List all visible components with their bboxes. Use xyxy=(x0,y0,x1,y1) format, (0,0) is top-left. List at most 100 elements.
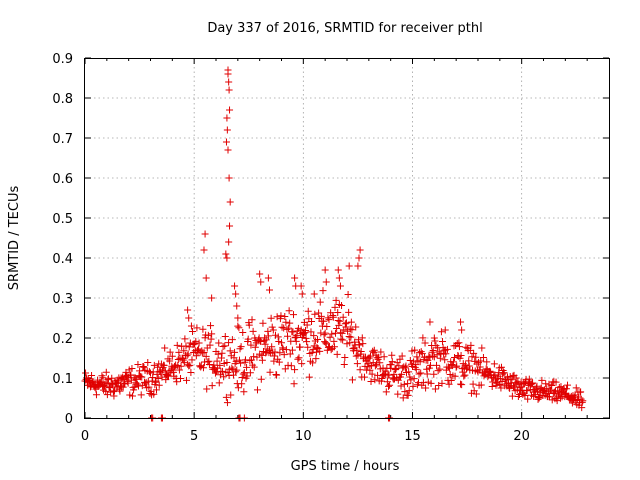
data-point xyxy=(300,329,308,337)
data-point xyxy=(479,354,487,362)
data-point xyxy=(480,372,488,380)
data-point xyxy=(376,359,384,367)
data-point xyxy=(248,316,256,324)
data-point xyxy=(218,349,226,357)
data-point xyxy=(550,388,558,396)
data-point xyxy=(180,347,188,355)
data-point xyxy=(430,334,438,342)
data-point xyxy=(279,344,287,352)
data-point xyxy=(238,380,246,388)
data-point xyxy=(104,375,112,383)
data-point xyxy=(525,375,533,383)
data-point xyxy=(490,360,498,368)
data-point xyxy=(286,350,294,358)
data-point xyxy=(201,230,209,238)
data-point xyxy=(348,376,356,384)
data-point xyxy=(184,306,192,314)
data-point xyxy=(405,387,413,395)
data-point xyxy=(246,369,254,377)
data-point xyxy=(310,290,318,298)
data-point xyxy=(291,366,299,374)
data-point xyxy=(177,362,185,370)
data-point xyxy=(200,246,208,254)
data-point xyxy=(465,362,473,370)
data-point xyxy=(160,361,168,369)
data-point xyxy=(174,362,182,370)
data-point xyxy=(400,380,408,388)
data-point xyxy=(334,309,342,317)
data-point xyxy=(84,375,92,383)
data-point xyxy=(354,262,362,270)
data-point xyxy=(217,354,225,362)
data-point xyxy=(175,366,183,374)
data-point xyxy=(324,314,332,322)
data-point xyxy=(258,351,266,359)
data-point xyxy=(322,339,330,347)
data-point xyxy=(310,332,318,340)
data-point xyxy=(166,348,174,356)
data-point xyxy=(322,278,330,286)
data-point xyxy=(332,329,340,337)
data-point xyxy=(336,317,344,325)
data-point xyxy=(233,302,241,310)
data-point xyxy=(223,399,231,407)
data-point xyxy=(214,350,222,358)
data-point xyxy=(282,346,290,354)
y-tick-label: 0.9 xyxy=(52,52,73,67)
data-point xyxy=(128,392,136,400)
data-point xyxy=(288,346,296,354)
data-point xyxy=(116,387,124,395)
data-point xyxy=(231,282,239,290)
plot-frame xyxy=(84,58,610,419)
data-point xyxy=(208,294,216,302)
data-point xyxy=(195,345,203,353)
data-point xyxy=(225,174,233,182)
data-point xyxy=(426,318,434,326)
data-point xyxy=(183,376,191,384)
data-point xyxy=(524,395,532,403)
data-point xyxy=(447,376,455,384)
data-point xyxy=(202,352,210,360)
data-point xyxy=(486,367,494,375)
data-point xyxy=(119,383,127,391)
data-point xyxy=(417,369,425,377)
data-point xyxy=(224,369,232,377)
data-point xyxy=(415,370,423,378)
data-point xyxy=(412,365,420,373)
data-point xyxy=(294,355,302,363)
data-point xyxy=(154,374,162,382)
x-tick-labels: 0 5 10 15 20 xyxy=(81,429,530,444)
data-point xyxy=(377,348,385,356)
data-point xyxy=(162,376,170,384)
data-point xyxy=(232,368,240,376)
data-point xyxy=(124,377,132,385)
data-point xyxy=(199,364,207,372)
data-point xyxy=(529,379,537,387)
data-point xyxy=(188,356,196,364)
data-point xyxy=(308,318,316,326)
data-point xyxy=(564,381,572,389)
data-point xyxy=(436,365,444,373)
data-point xyxy=(334,316,342,324)
data-point xyxy=(138,373,146,381)
data-point xyxy=(210,361,218,369)
data-point xyxy=(341,353,349,361)
data-point xyxy=(422,384,430,392)
data-point xyxy=(149,374,157,382)
data-point xyxy=(329,311,337,319)
data-point xyxy=(572,384,580,392)
data-point xyxy=(290,311,298,319)
data-point xyxy=(326,333,334,341)
data-point xyxy=(243,363,251,371)
data-point xyxy=(173,341,181,349)
data-point xyxy=(298,334,306,342)
data-point xyxy=(538,376,546,384)
data-point xyxy=(429,352,437,360)
data-point xyxy=(355,254,363,262)
data-point xyxy=(442,350,450,358)
data-point xyxy=(292,337,300,345)
data-point xyxy=(175,348,183,356)
data-point xyxy=(140,363,148,371)
data-point xyxy=(387,361,395,369)
data-point xyxy=(527,380,535,388)
